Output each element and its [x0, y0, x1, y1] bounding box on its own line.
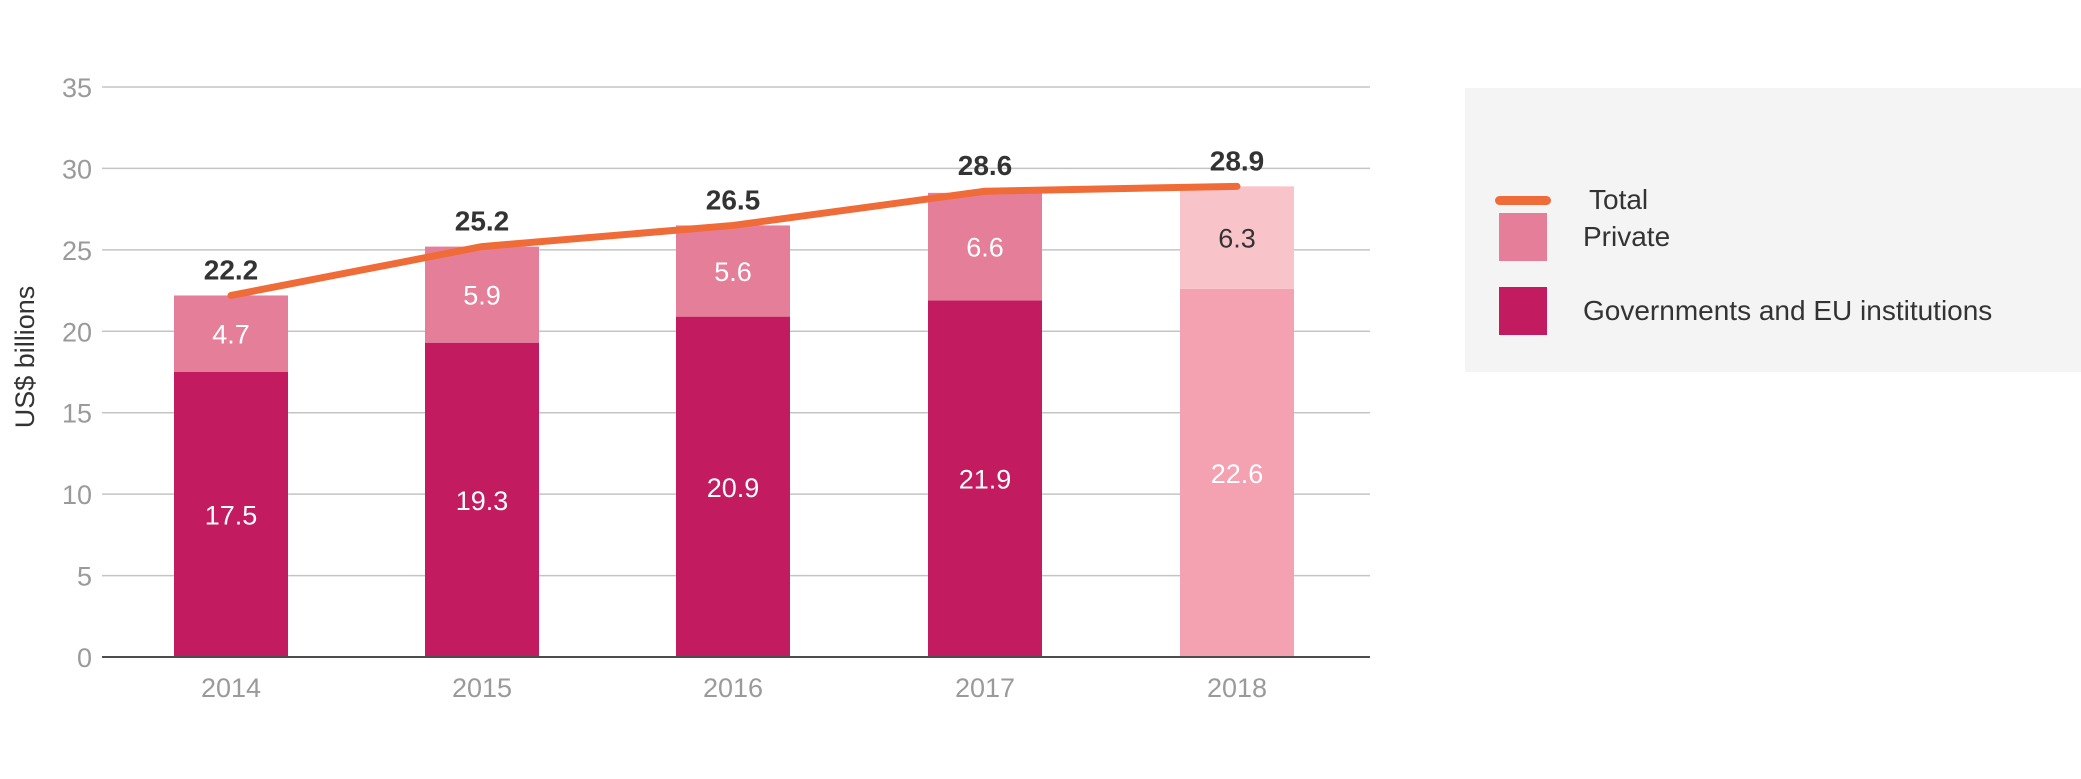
- segment-value-label: 5.6: [714, 257, 752, 287]
- total-value-label: 28.6: [958, 150, 1013, 181]
- bar-governments-2016: [676, 316, 790, 657]
- bar-private-2014: [174, 295, 288, 372]
- y-tick-label: 30: [62, 154, 92, 184]
- legend-item-governments: Governments and EU institutions: [1465, 287, 1992, 335]
- segment-value-label: 5.9: [463, 281, 501, 311]
- legend-label-total: Total: [1589, 184, 1649, 215]
- legend-swatch-governments: [1499, 287, 1547, 335]
- x-tick-label: 2014: [201, 673, 261, 703]
- total-value-label: 25.2: [455, 206, 510, 237]
- segment-value-label: 4.7: [212, 320, 250, 350]
- x-tick-label: 2016: [703, 673, 763, 703]
- x-tick-label: 2017: [955, 673, 1015, 703]
- bar-governments-2014: [174, 372, 288, 657]
- legend-label-governments: Governments and EU institutions: [1583, 295, 1993, 326]
- y-tick-label: 25: [62, 236, 92, 266]
- total-value-label: 26.5: [706, 184, 761, 215]
- stacked-bar-chart: 0 5 10 15 20 25 30 35 17.5 19.3 20.9 21.9 22.6 4.7 5.…: [10, 73, 1370, 703]
- total-series-line: [227, 182, 1241, 299]
- legend: Total Private Governments and EU institu…: [1465, 88, 2081, 372]
- bar-governments-2017: [928, 300, 1042, 657]
- y-tick-label: 5: [77, 562, 92, 592]
- segment-value-label: 19.3: [456, 486, 509, 516]
- legend-item-total: Total: [1465, 184, 1648, 216]
- segment-labels: 17.5 19.3 20.9 21.9 22.6 4.7 5.9 5.6 6.6 6.3: [205, 224, 1264, 531]
- y-tick-label: 0: [77, 643, 92, 673]
- total-line: [227, 182, 1241, 299]
- segment-value-label: 17.5: [205, 501, 258, 531]
- bar-governments-2015: [425, 342, 539, 657]
- total-value-label: 22.2: [204, 254, 259, 285]
- segment-value-label: 22.6: [1211, 459, 1264, 489]
- legend-swatch-total: [1495, 195, 1551, 205]
- segment-value-label: 6.6: [966, 233, 1004, 263]
- total-value-label: 28.9: [1210, 145, 1265, 176]
- y-tick-label: 10: [62, 480, 92, 510]
- segment-value-label: 20.9: [707, 473, 760, 503]
- bar-governments-2018: [1180, 288, 1294, 657]
- y-tick-label: 15: [62, 399, 92, 429]
- x-tick-label: 2018: [1207, 673, 1267, 703]
- legend-label-private: Private: [1583, 221, 1671, 252]
- total-labels: 22.2 25.2 26.5 28.6 28.9: [204, 145, 1265, 285]
- y-axis-ticks: 0 5 10 15 20 25 30 35: [62, 73, 92, 673]
- bar-private-2015: [425, 246, 539, 343]
- bar-private-2016: [676, 225, 790, 317]
- y-tick-label: 20: [62, 317, 92, 347]
- x-axis-ticks: 2014 2015 2016 2017 2018: [201, 673, 1267, 703]
- bar-private-2017: [928, 192, 1042, 301]
- x-tick-label: 2015: [452, 673, 512, 703]
- legend-swatch-private: [1499, 213, 1547, 261]
- y-axis-label: US$ billions: [10, 286, 40, 429]
- segment-value-label: 21.9: [959, 465, 1012, 495]
- legend-item-private: Private: [1465, 213, 1670, 261]
- y-tick-label: 35: [62, 73, 92, 103]
- segment-value-label: 6.3: [1218, 224, 1256, 254]
- bars: [174, 186, 1294, 657]
- bar-private-2018: [1180, 186, 1294, 289]
